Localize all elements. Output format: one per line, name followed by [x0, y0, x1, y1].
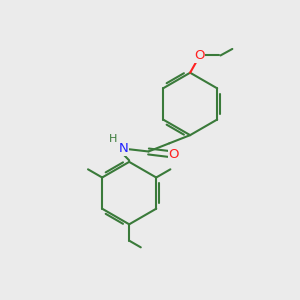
Text: O: O	[169, 148, 179, 161]
Text: O: O	[194, 49, 204, 62]
Text: N: N	[118, 142, 128, 155]
Text: H: H	[109, 134, 117, 144]
